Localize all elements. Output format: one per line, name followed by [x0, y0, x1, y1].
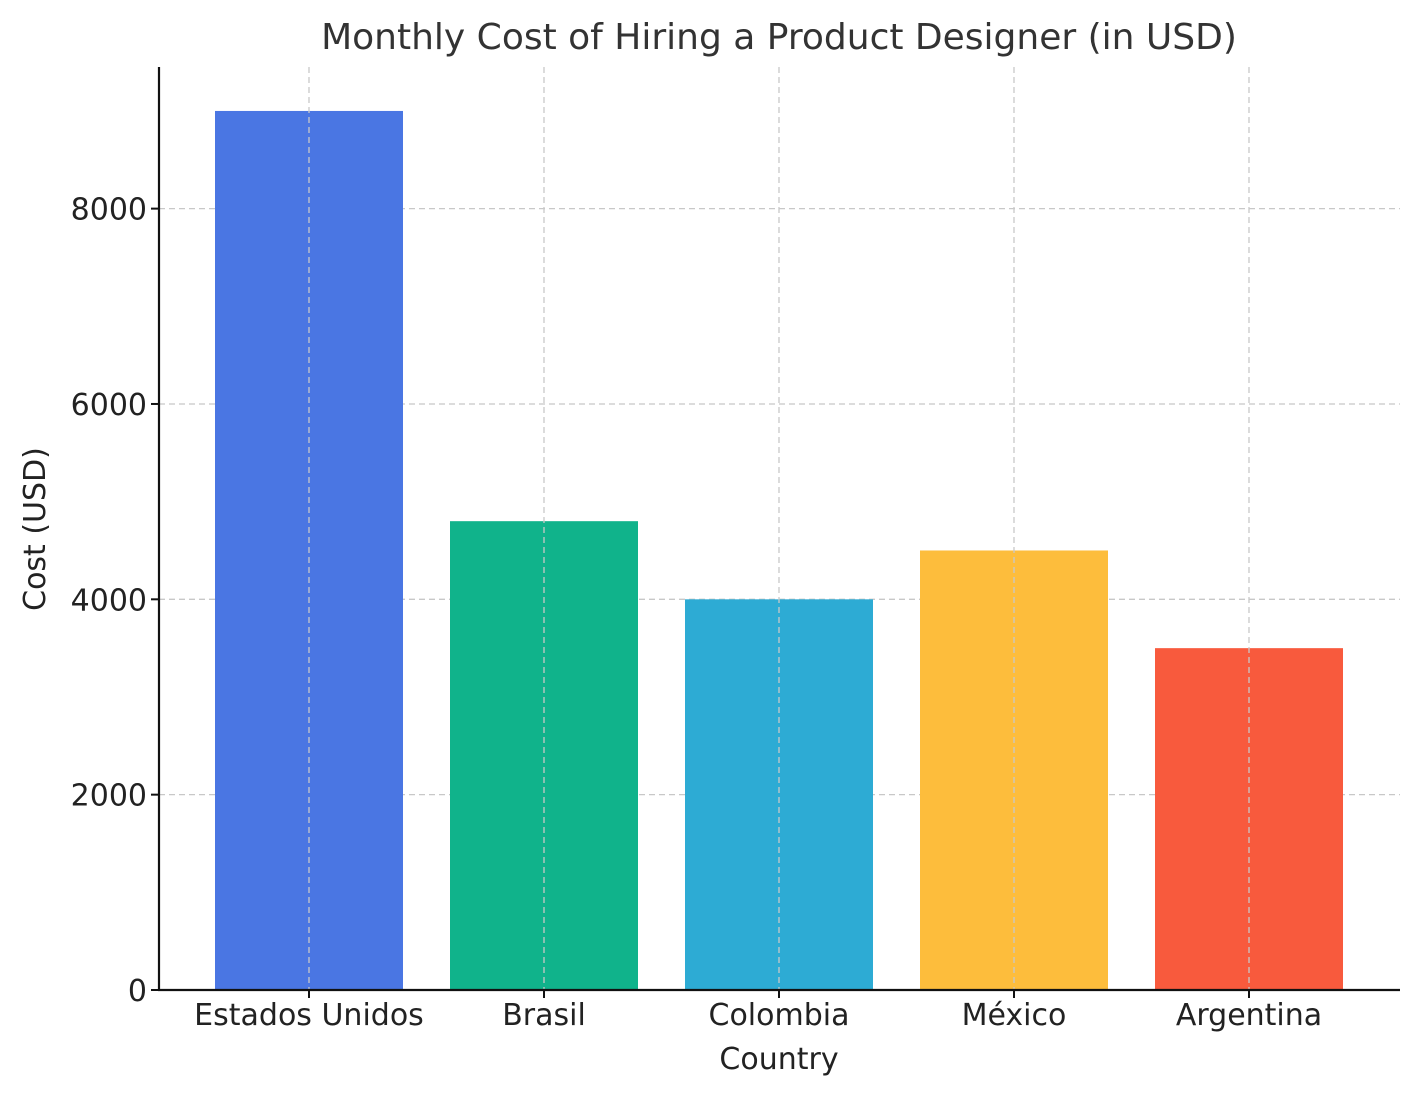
x-tick-label: México: [962, 998, 1067, 1033]
y-axis-label: Cost (USD): [18, 447, 53, 611]
y-axis-ticks: 0 2000 4000 6000 8000: [71, 193, 159, 1009]
x-tick-label: Brasil: [502, 998, 586, 1033]
x-axis-label: Country: [719, 1042, 838, 1077]
bar-colombia: [685, 599, 873, 990]
x-tick-label: Colombia: [709, 998, 850, 1033]
vertical-gridlines: [308, 67, 1250, 990]
x-tick-label: Argentina: [1176, 998, 1322, 1033]
y-tick-label: 8000: [71, 193, 147, 228]
bars: [215, 110, 1343, 990]
x-tick-label: Estados Unidos: [194, 998, 424, 1033]
y-tick-label: 6000: [71, 388, 147, 423]
y-tick-label: 0: [128, 974, 147, 1009]
y-tick-label: 4000: [71, 583, 147, 618]
y-tick-label: 2000: [71, 779, 147, 814]
chart-title: Monthly Cost of Hiring a Product Designe…: [321, 17, 1237, 58]
x-axis-ticks: Estados Unidos Brasil Colombia México Argent…: [194, 990, 1322, 1033]
